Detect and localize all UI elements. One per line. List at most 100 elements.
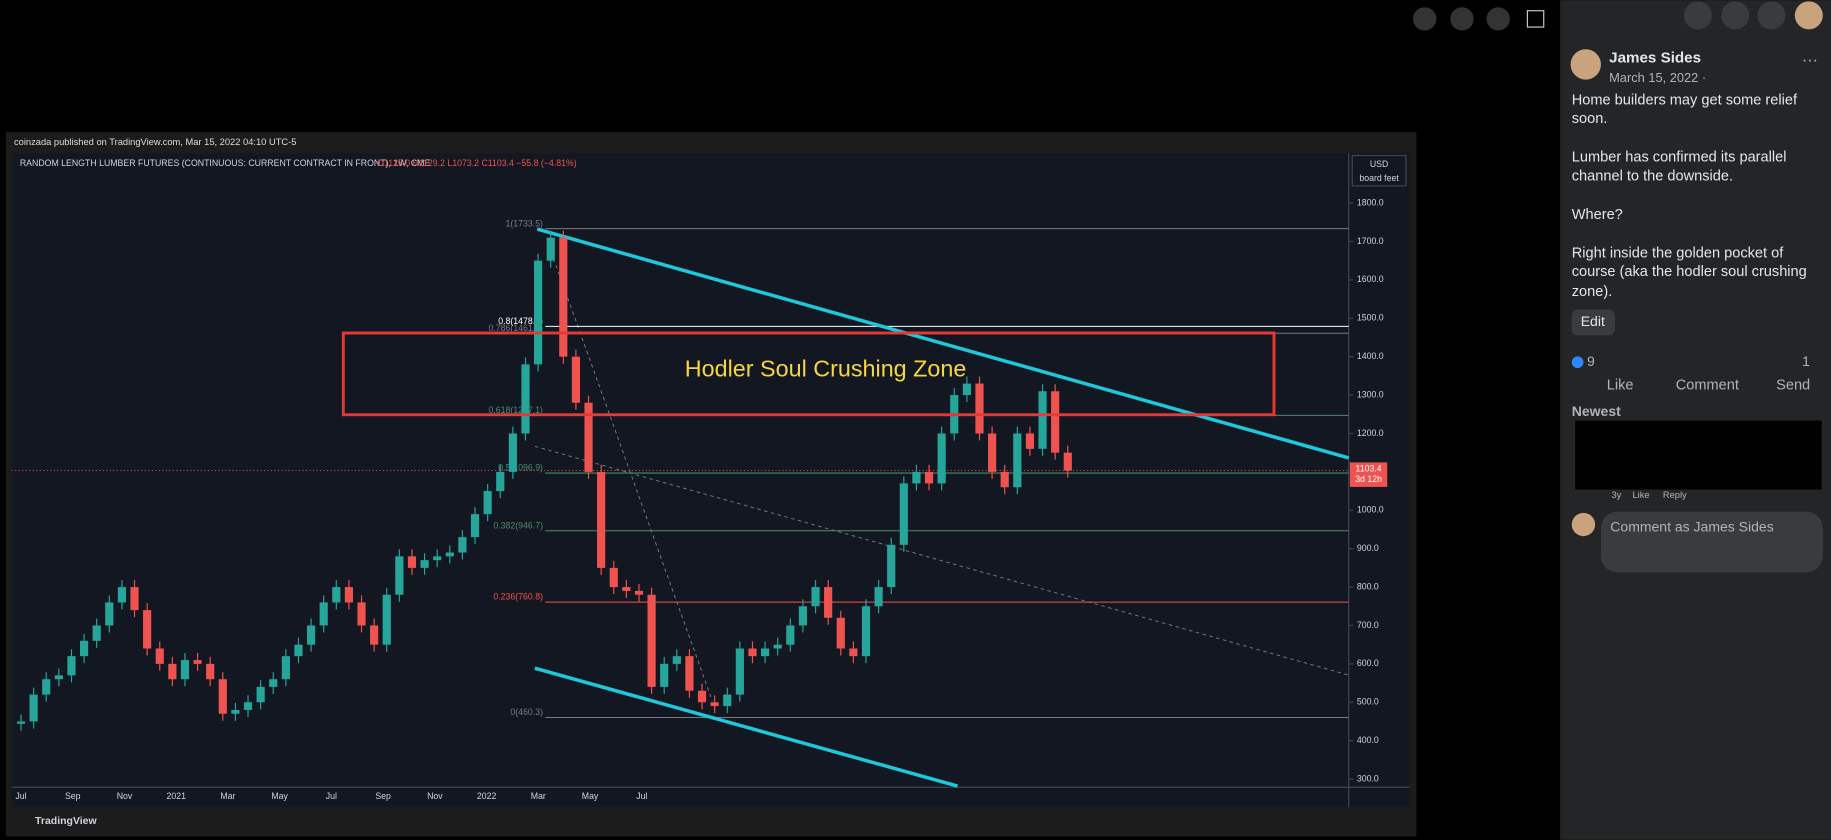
y-tick-label: 900.0 bbox=[1357, 543, 1379, 553]
candle bbox=[231, 709, 240, 714]
post-line: Home builders may get some relief bbox=[1572, 92, 1798, 108]
post-date[interactable]: March 15, 2022 · bbox=[1609, 70, 1706, 85]
candle bbox=[433, 556, 442, 561]
sort[interactable]: Newest bbox=[1572, 403, 1621, 419]
post-line: zone). bbox=[1572, 284, 1613, 300]
y-tick-label: 1700.0 bbox=[1357, 236, 1384, 246]
candle bbox=[1013, 433, 1022, 488]
action[interactable]: Comment bbox=[1676, 377, 1739, 393]
candle bbox=[571, 356, 581, 403]
fib-label: 0.786(1461.0) bbox=[488, 323, 543, 333]
y-tick-label: 300.0 bbox=[1357, 773, 1379, 783]
candle bbox=[861, 606, 871, 657]
avatar bbox=[1570, 49, 1601, 80]
candle bbox=[609, 567, 618, 588]
y-tick-label: 800.0 bbox=[1357, 581, 1379, 591]
meta-item[interactable]: Like bbox=[1632, 490, 1649, 500]
messenger[interactable] bbox=[1721, 1, 1750, 30]
notifications[interactable] bbox=[1757, 1, 1786, 30]
edit-button[interactable] bbox=[1571, 309, 1615, 336]
candle bbox=[761, 648, 770, 657]
tradingview-logo: TradingView bbox=[35, 815, 97, 827]
candle bbox=[697, 690, 707, 703]
candle bbox=[143, 610, 152, 649]
edit-label[interactable]: Edit bbox=[1581, 313, 1605, 329]
candle bbox=[924, 471, 934, 484]
candle bbox=[79, 640, 89, 657]
candle bbox=[168, 663, 177, 680]
reaction-count[interactable]: 9 bbox=[1587, 353, 1595, 369]
like-icon bbox=[1571, 356, 1584, 369]
reply-meta: 3y Like Reply bbox=[1611, 490, 1687, 500]
candle bbox=[218, 679, 227, 714]
candle bbox=[735, 648, 744, 695]
candle bbox=[887, 544, 896, 588]
x-tick-label: Mar bbox=[220, 791, 235, 801]
x-tick-label: Sep bbox=[65, 791, 81, 801]
candle bbox=[584, 402, 593, 472]
candle bbox=[836, 617, 845, 649]
publisher: coinzada published on TradingView.com, M… bbox=[14, 137, 296, 147]
candle bbox=[67, 656, 76, 676]
candle bbox=[105, 602, 114, 626]
candle bbox=[344, 587, 354, 603]
tag[interactable] bbox=[1486, 7, 1510, 31]
candle bbox=[180, 660, 190, 680]
more-options[interactable]: ··· bbox=[1802, 51, 1818, 69]
candle bbox=[962, 383, 971, 396]
candle bbox=[92, 625, 101, 641]
channel-lower bbox=[534, 666, 959, 788]
channel-upper bbox=[536, 227, 1350, 460]
comment-count[interactable]: 1 bbox=[1802, 353, 1810, 369]
fullscreen[interactable] bbox=[1526, 10, 1545, 28]
candle bbox=[470, 514, 480, 538]
candle bbox=[622, 587, 631, 591]
candle bbox=[130, 587, 139, 611]
side-panel bbox=[1560, 0, 1831, 840]
meta-item: 3y bbox=[1611, 490, 1621, 500]
candle bbox=[370, 625, 379, 645]
post-actions: Like Comment Send bbox=[1607, 377, 1810, 393]
candle bbox=[937, 433, 946, 484]
viewer-tools bbox=[1412, 7, 1545, 31]
y-tick-label: 500.0 bbox=[1357, 697, 1379, 707]
candle bbox=[685, 656, 694, 691]
candle bbox=[458, 537, 467, 553]
y-tick-label: 600.0 bbox=[1357, 658, 1379, 668]
y-tick-label: 1200.0 bbox=[1357, 428, 1384, 438]
action[interactable]: Like bbox=[1607, 377, 1634, 393]
comment-placeholder[interactable]: Comment as James Sides bbox=[1610, 519, 1773, 535]
candle bbox=[54, 675, 63, 680]
candle bbox=[786, 625, 795, 645]
meta-item[interactable]: Reply bbox=[1663, 490, 1687, 500]
y-tick-label: 400.0 bbox=[1357, 735, 1379, 745]
zoom-in[interactable] bbox=[1412, 7, 1437, 31]
candle bbox=[407, 556, 417, 568]
x-tick-label: Jul bbox=[636, 791, 647, 801]
action[interactable]: Send bbox=[1776, 377, 1810, 393]
menu[interactable] bbox=[1683, 1, 1712, 30]
candle bbox=[496, 471, 505, 492]
candle bbox=[521, 364, 530, 434]
candle bbox=[445, 552, 454, 557]
plot: 1800.0 1700.0 1600.0 1500.0 1400.0 1300.0 1200… bbox=[11, 197, 1388, 801]
x-tick-label: Jul bbox=[326, 791, 337, 801]
profile[interactable] bbox=[1794, 1, 1823, 30]
zoom-out[interactable] bbox=[1450, 7, 1474, 31]
fib-label: 0.618(1247.1) bbox=[488, 405, 543, 415]
candle bbox=[357, 602, 366, 626]
candle bbox=[16, 721, 26, 724]
candle bbox=[269, 679, 278, 687]
candle bbox=[117, 587, 126, 603]
candle bbox=[1051, 391, 1060, 453]
author[interactable]: James Sides bbox=[1609, 50, 1701, 67]
x-tick-label: Sep bbox=[375, 791, 391, 801]
candle bbox=[672, 656, 681, 664]
candle bbox=[647, 594, 656, 687]
y-tick-label: 1600.0 bbox=[1357, 274, 1384, 284]
candle bbox=[660, 663, 669, 687]
candle bbox=[193, 660, 202, 664]
y-tick-label: 1300.0 bbox=[1357, 389, 1384, 399]
candle bbox=[483, 491, 492, 515]
comment-box[interactable] bbox=[1600, 511, 1823, 573]
